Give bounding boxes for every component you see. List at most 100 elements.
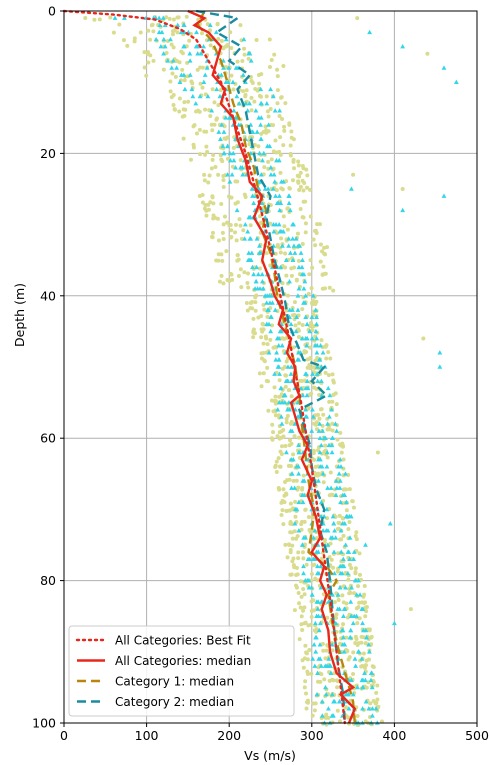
category-2-point	[187, 58, 193, 63]
category-1-point	[203, 107, 208, 112]
category-2-point	[352, 578, 358, 583]
x-tick-label: 200	[217, 728, 241, 743]
category-2-point	[221, 150, 227, 156]
category-1-point	[222, 136, 227, 141]
category-1-point	[229, 272, 234, 277]
category-1-point	[282, 224, 287, 229]
category-1-point	[274, 188, 279, 193]
category-1-point	[289, 129, 294, 134]
category-2-point	[285, 364, 291, 369]
x-tick-label: 300	[300, 728, 324, 743]
category-2-point	[296, 449, 302, 455]
category-2-point	[240, 72, 246, 77]
category-2-point	[286, 200, 292, 206]
category-1-point	[345, 649, 350, 654]
category-2-point	[309, 335, 315, 341]
category-1-point	[316, 448, 321, 453]
category-2-point	[278, 200, 284, 206]
category-2-point	[315, 570, 320, 576]
category-2-point	[157, 22, 163, 28]
category-1-point	[353, 634, 358, 639]
category-2-point	[392, 620, 397, 626]
category-1-point	[221, 46, 226, 51]
category-1-point	[198, 81, 203, 86]
category-2-point	[329, 713, 335, 718]
category-2-point	[324, 464, 330, 469]
category-2-point	[293, 236, 299, 241]
category-1-point	[316, 665, 321, 670]
category-2-point	[312, 528, 318, 533]
category-1-point	[275, 88, 280, 93]
category-1-point	[262, 358, 267, 363]
category-1-point	[269, 323, 274, 328]
category-1-point	[243, 94, 248, 99]
category-2-point	[221, 65, 226, 70]
category-2-point	[253, 278, 259, 284]
category-2-point	[345, 570, 351, 576]
category-1-point	[210, 194, 215, 199]
category-1-point	[279, 95, 284, 100]
category-2-point	[288, 371, 294, 376]
category-2-point	[277, 193, 282, 198]
category-2-point	[331, 549, 337, 554]
category-2-point	[289, 471, 295, 476]
category-1-point	[313, 243, 318, 248]
category-1-point	[259, 131, 264, 136]
category-1-point	[267, 64, 272, 69]
category-1-point	[363, 641, 368, 646]
category-1-point	[344, 508, 349, 513]
category-1-point	[266, 166, 271, 171]
category-1-point	[249, 108, 254, 113]
category-2-point	[296, 286, 302, 291]
category-1-point	[279, 451, 284, 456]
category-1-point	[257, 214, 262, 219]
category-1-point	[206, 202, 211, 207]
category-2-point	[288, 364, 294, 369]
category-2-point	[153, 36, 159, 42]
category-2-point	[441, 193, 447, 198]
category-1-point	[244, 88, 249, 93]
category-2-point	[252, 286, 258, 291]
category-1-point	[343, 705, 348, 710]
category-2-point	[325, 485, 330, 490]
category-1-point	[253, 295, 258, 300]
category-2-point	[228, 115, 233, 120]
category-1-point	[236, 273, 241, 278]
x-tick-label: 400	[382, 728, 406, 743]
category-1-point	[292, 300, 297, 305]
category-1-point	[307, 356, 312, 361]
category-2-point	[112, 15, 118, 20]
category-2-point	[338, 499, 343, 505]
category-1-point	[267, 37, 272, 42]
category-1-point	[314, 420, 319, 425]
category-1-point	[224, 65, 229, 70]
category-1-point	[269, 436, 274, 441]
category-1-point	[168, 79, 173, 84]
category-1-point	[177, 96, 182, 101]
category-2-point	[360, 620, 365, 626]
category-1-point	[353, 571, 358, 576]
category-2-point	[324, 449, 330, 455]
category-2-point	[242, 236, 248, 241]
category-1-point	[285, 293, 290, 298]
category-1-point	[220, 258, 225, 263]
category-2-point	[160, 15, 166, 20]
category-2-point	[287, 278, 292, 284]
category-1-point	[362, 664, 367, 669]
category-2-point	[356, 578, 361, 583]
category-1-point	[298, 579, 303, 584]
category-2-point	[300, 499, 306, 505]
category-1-point	[339, 450, 344, 455]
category-1-point	[322, 677, 327, 682]
series-line-0	[62, 9, 346, 725]
category-2-point	[316, 613, 321, 618]
category-2-point	[350, 620, 356, 626]
category-1-point	[347, 487, 352, 492]
category-1-point	[281, 214, 286, 219]
category-1-point	[259, 384, 264, 389]
category-2-point	[360, 627, 366, 633]
category-2-point	[304, 343, 310, 348]
category-1-point	[121, 38, 126, 43]
category-1-point	[169, 42, 174, 47]
category-2-point	[301, 492, 307, 497]
